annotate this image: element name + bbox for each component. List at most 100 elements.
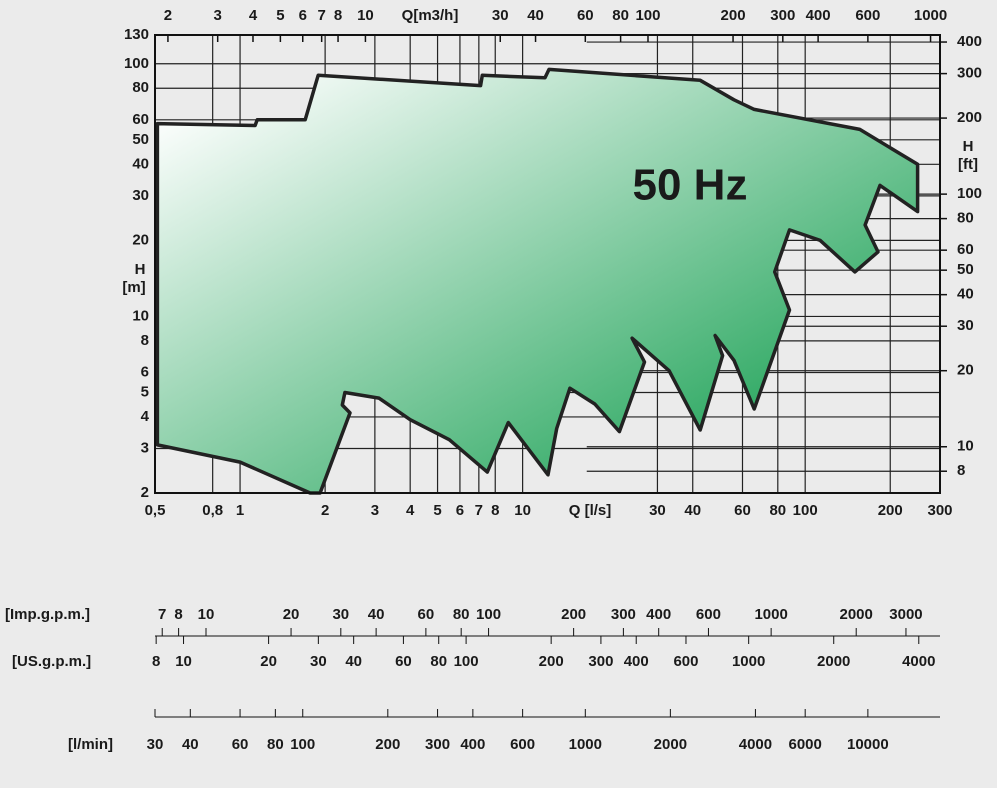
y-tick-label: 20 [132, 231, 149, 248]
scale-tick-label: 200 [561, 606, 586, 623]
envelope-area [155, 67, 920, 495]
scale-tick-label: 80 [430, 653, 447, 670]
plot-marks [155, 67, 920, 495]
x-tick-label: 30 [649, 502, 666, 519]
x2-tick-label: 6 [299, 7, 307, 24]
y2-axis-title: H [963, 138, 974, 155]
scale-tick-label: 1000 [732, 653, 765, 670]
scale-tick-label: 30 [332, 606, 349, 623]
y2-tick-label: 20 [957, 362, 974, 379]
y2-axis-title: [ft] [958, 156, 978, 173]
x2-tick-label: 300 [770, 7, 795, 24]
x2-tick-label: 1000 [914, 7, 947, 24]
scale-tick-label: 6000 [788, 736, 821, 753]
scale-tick-label: 30 [310, 653, 327, 670]
scale-tick-label: 400 [646, 606, 671, 623]
x-axis-title: Q [l/s] [569, 502, 612, 519]
scale-tick-label: 600 [510, 736, 535, 753]
x-tick-label: 0,5 [145, 502, 166, 519]
scale-tick-label: 4000 [902, 653, 935, 670]
y-tick-label: 2 [141, 484, 149, 501]
y-tick-label: 5 [141, 383, 149, 400]
x-tick-label: 1 [236, 502, 244, 519]
y2-tick-label: 300 [957, 65, 982, 82]
y2-tick-label: 100 [957, 185, 982, 202]
y-tick-label: 8 [141, 332, 149, 349]
scale-tick-label: 300 [425, 736, 450, 753]
x-tick-label: 2 [321, 502, 329, 519]
y-tick-label: 50 [132, 131, 149, 148]
scale-tick-label: 10 [198, 606, 215, 623]
x2-tick-label: 200 [721, 7, 746, 24]
y-tick-label: 40 [132, 155, 149, 172]
scale-tick-label: 400 [460, 736, 485, 753]
scale-tick-label: 200 [375, 736, 400, 753]
scale-label: [Imp.g.p.m.] [5, 606, 90, 623]
x-tick-label: 6 [456, 502, 464, 519]
scale-tick-label: 60 [418, 606, 435, 623]
y-tick-label: 6 [141, 363, 149, 380]
x2-tick-label: 8 [334, 7, 342, 24]
scale-tick-label: 300 [611, 606, 636, 623]
y2-tick-label: 60 [957, 241, 974, 258]
scale-tick-label: 300 [588, 653, 613, 670]
scale-tick-label: 40 [345, 653, 362, 670]
y-axis-title: H [135, 261, 146, 278]
y-tick-label: 4 [141, 408, 150, 425]
y-axis-title: [m] [122, 279, 145, 296]
x2-tick-label: 400 [806, 7, 831, 24]
x2-tick-label: 3 [214, 7, 222, 24]
x-tick-label: 300 [927, 502, 952, 519]
y-tick-label: 30 [132, 187, 149, 204]
y2-tick-label: 50 [957, 261, 974, 278]
y2-tick-label: 80 [957, 210, 974, 227]
y-tick-label: 100 [124, 55, 149, 72]
y2-tick-label: 400 [957, 33, 982, 50]
x2-axis-title: Q[m3/h] [402, 7, 459, 24]
scale-tick-label: 8 [174, 606, 182, 623]
y-tick-label: 60 [132, 111, 149, 128]
scale-tick-label: 200 [539, 653, 564, 670]
x2-tick-label: 4 [249, 7, 258, 24]
scale-tick-label: 10000 [847, 736, 889, 753]
x-tick-label: 100 [793, 502, 818, 519]
y2-tick-label: 40 [957, 286, 974, 303]
y-tick-label: 80 [132, 79, 149, 96]
scale-tick-label: 40 [368, 606, 385, 623]
x-tick-label: 80 [769, 502, 786, 519]
x2-tick-label: 10 [357, 7, 374, 24]
axes: Q [l/s] Q[m3/h] H [m] H [ft] 50 Hz 0,5 0,… [122, 7, 982, 519]
scale-tick-label: 100 [290, 736, 315, 753]
x2-tick-label: 60 [577, 7, 594, 24]
x-tick-label: 10 [514, 502, 531, 519]
x-tick-label: 4 [406, 502, 415, 519]
y-tick-label: 130 [124, 26, 149, 43]
scale-tick-label: 20 [283, 606, 300, 623]
scale-tick-label: 2000 [840, 606, 873, 623]
scale-tick-label: 1000 [569, 736, 602, 753]
scale-tick-label: 80 [267, 736, 284, 753]
y-tick-label: 3 [141, 439, 149, 456]
y2-tick-label: 30 [957, 317, 974, 334]
y2-tick-label: 8 [957, 462, 965, 479]
x-tick-label: 200 [878, 502, 903, 519]
y-tick-label: 10 [132, 307, 149, 324]
x2-tick-label: 40 [527, 7, 544, 24]
scale-label: [US.g.p.m.] [12, 653, 91, 670]
scale-tick-label: 600 [673, 653, 698, 670]
scale-tick-label: 4000 [739, 736, 772, 753]
scale-tick-label: 7 [158, 606, 166, 623]
scale-tick-label: 8 [152, 653, 160, 670]
annotation: 50 Hz [633, 161, 748, 210]
x-tick-label: 0,8 [202, 502, 223, 519]
scale-tick-label: 600 [696, 606, 721, 623]
x2-tick-label: 100 [635, 7, 660, 24]
x2-tick-label: 600 [855, 7, 880, 24]
scale-tick-label: 60 [232, 736, 249, 753]
x2-tick-label: 2 [164, 7, 172, 24]
scale-tick-label: 2000 [817, 653, 850, 670]
scale-tick-label: 100 [454, 653, 479, 670]
scale-tick-label: 2000 [654, 736, 687, 753]
x-tick-label: 5 [433, 502, 441, 519]
